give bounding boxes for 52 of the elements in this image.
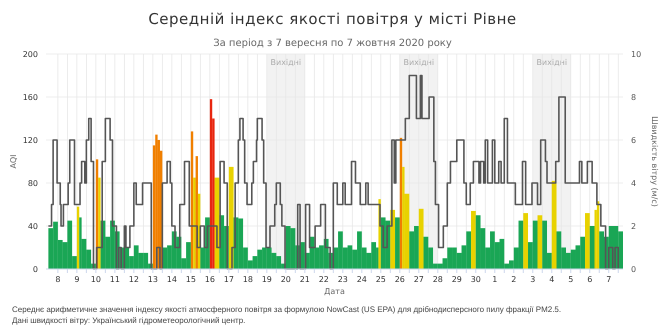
x-tick-label: 6 bbox=[587, 275, 592, 284]
x-tick-label: 26 bbox=[394, 275, 405, 284]
x-tick-label: 11 bbox=[110, 275, 120, 284]
y-tick-label: 200 bbox=[22, 50, 38, 59]
text: Дані швидкості вітру: Український гідрометеорологічний центр. bbox=[12, 316, 246, 325]
y2-tick-label: 4 bbox=[631, 179, 636, 188]
text: Середнє арифметичне значення індексу якості атмосферного повітря за формулою NowCast (US EPA) для дрібнодисперсного пилу фракції PM2.5. bbox=[12, 305, 562, 314]
chart-title: Середній індекс якості повітря у місті Рівне bbox=[148, 10, 517, 28]
x-tick-label: 30 bbox=[470, 275, 481, 284]
x-tick-label: 24 bbox=[356, 275, 367, 284]
x-tick-label: 14 bbox=[166, 275, 177, 284]
x-tick-label: 9 bbox=[74, 275, 80, 284]
x-tick-label: 17 bbox=[224, 275, 234, 284]
x-tick-label: 19 bbox=[262, 275, 272, 284]
x-tick-label: 1 bbox=[492, 275, 498, 284]
x-tick-label: 4 bbox=[549, 275, 554, 284]
y-tick-label: 120 bbox=[22, 136, 38, 145]
band-label: Вихідні bbox=[270, 58, 302, 67]
band-label: Вихідні bbox=[536, 58, 568, 67]
x-tick-label: 20 bbox=[280, 275, 291, 284]
x-tick-label: 8 bbox=[55, 275, 60, 284]
x-tick-label: 27 bbox=[414, 275, 424, 284]
x-tick-label: 22 bbox=[318, 275, 329, 284]
y2-axis-title: Швидкість вітру (м/с) bbox=[650, 116, 659, 207]
band-label: Вихідні bbox=[403, 58, 434, 67]
x-tick-label: 21 bbox=[300, 275, 310, 284]
chart-subtitle: За період з 7 вересня по 7 жовтня 2020 року bbox=[213, 38, 452, 49]
y-tick-label: 80 bbox=[28, 179, 38, 188]
y-axis-title: AQI bbox=[9, 154, 18, 168]
x-tick-label: 23 bbox=[338, 275, 348, 284]
x-tick-label: 12 bbox=[128, 275, 139, 284]
x-tick-label: 28 bbox=[432, 275, 443, 284]
x-tick-label: 18 bbox=[242, 275, 253, 284]
x-tick-label: 5 bbox=[568, 275, 574, 284]
y2-tick-label: 8 bbox=[631, 93, 636, 102]
y-tick-label: 40 bbox=[28, 222, 38, 231]
y-tick-label: 0 bbox=[32, 265, 38, 274]
x-tick-label: 25 bbox=[376, 275, 386, 284]
x-tick-label: 7 bbox=[606, 275, 612, 284]
x-tick-label: 10 bbox=[90, 275, 101, 284]
x-tick-label: 29 bbox=[452, 275, 462, 284]
y2-tick-label: 6 bbox=[631, 136, 636, 145]
y2-tick-label: 2 bbox=[631, 222, 636, 231]
x-tick-label: 3 bbox=[530, 275, 536, 284]
x-tick-label: 13 bbox=[148, 275, 158, 284]
y2-tick-label: 10 bbox=[631, 50, 642, 59]
x-tick-label: 16 bbox=[204, 275, 215, 284]
x-tick-label: 2 bbox=[511, 275, 516, 284]
y2-tick-label: 0 bbox=[631, 265, 636, 274]
x-tick-label: 15 bbox=[186, 275, 196, 284]
y-tick-label: 160 bbox=[22, 93, 38, 102]
x-axis-title: Дата bbox=[324, 287, 345, 296]
